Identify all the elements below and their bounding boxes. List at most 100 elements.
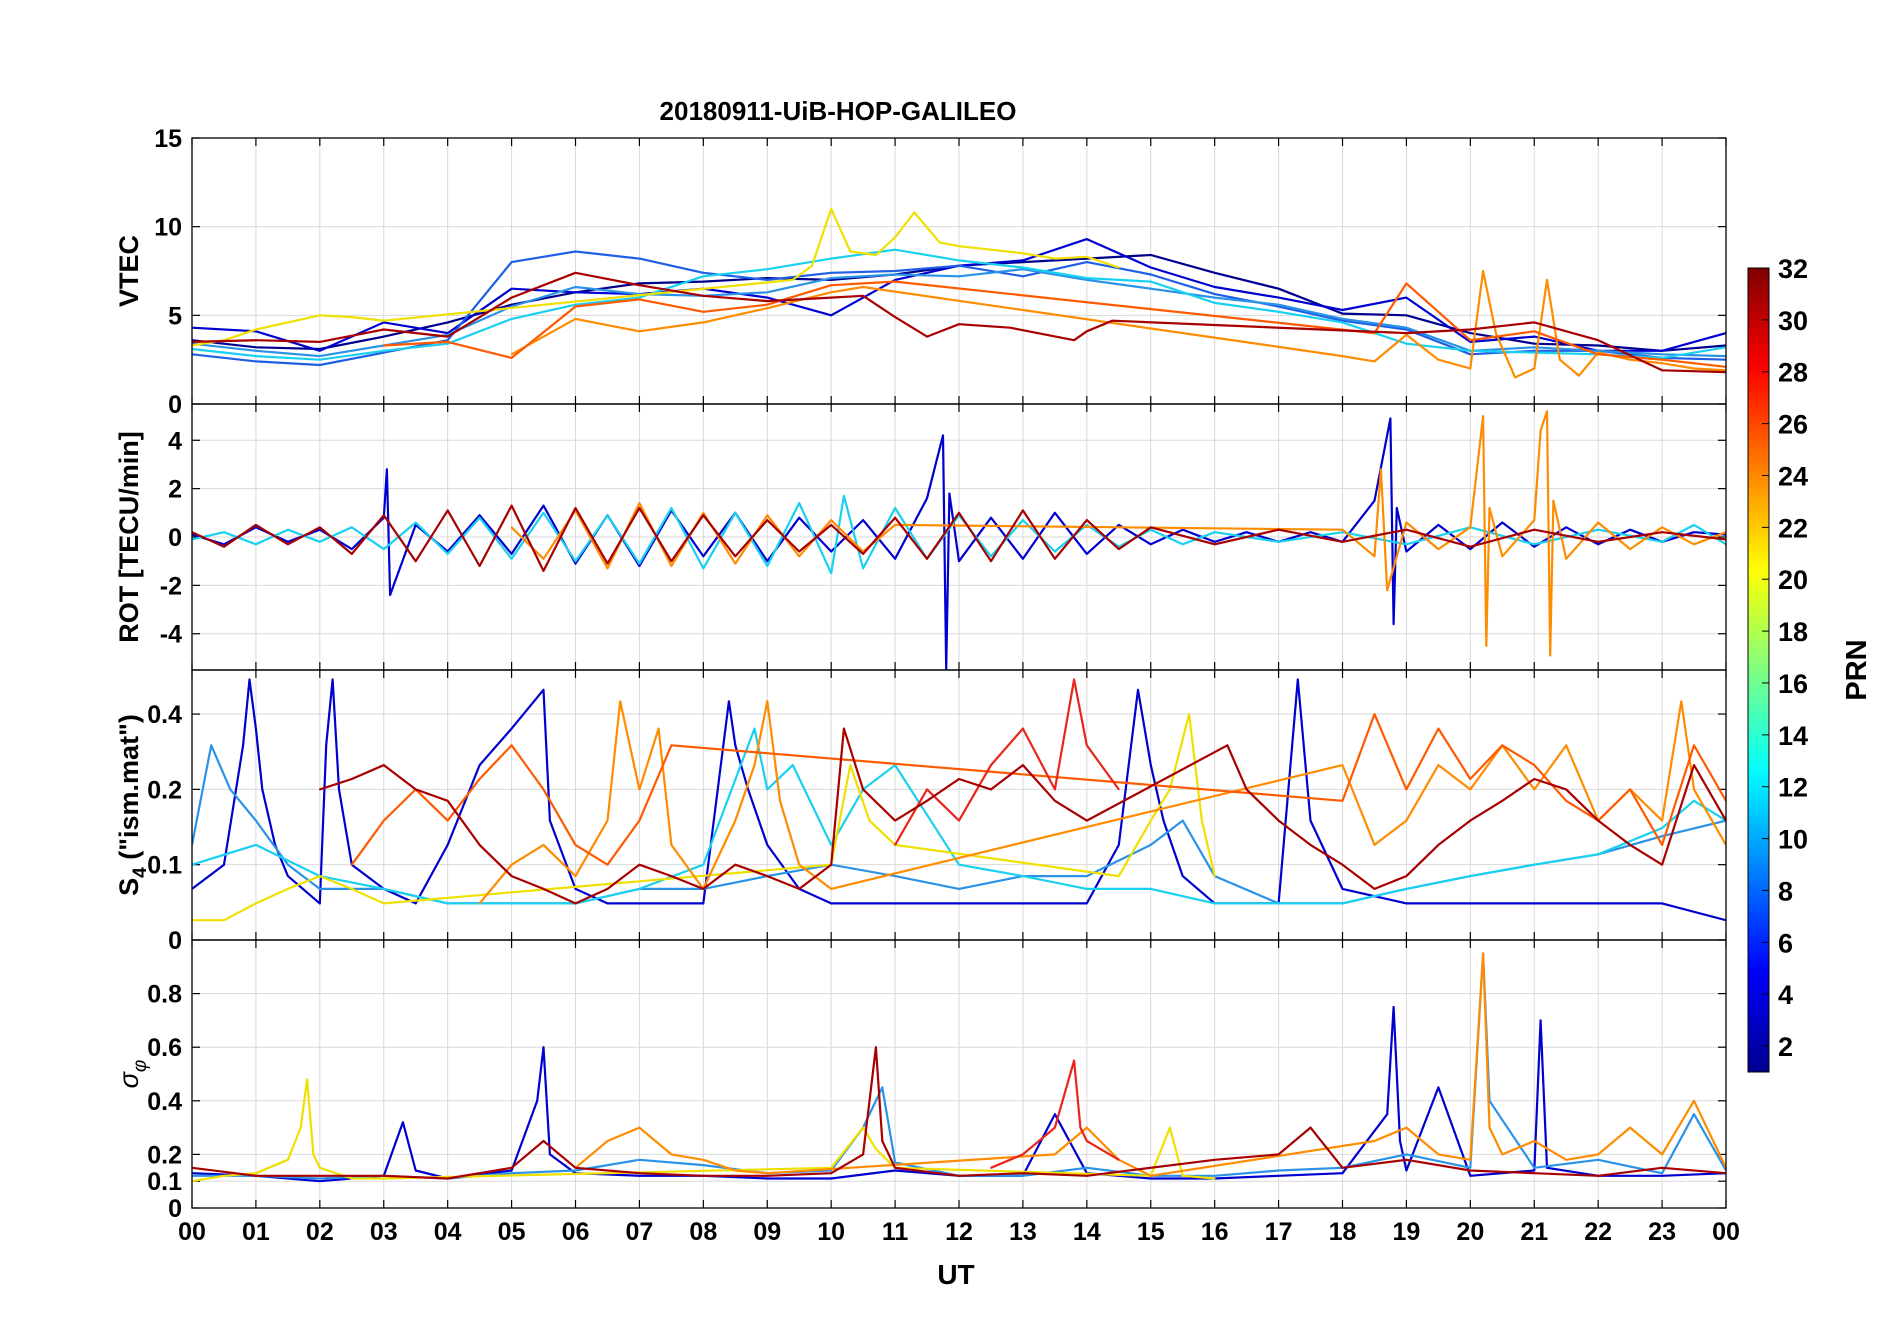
data-point (1169, 788, 1171, 791)
data-point (606, 562, 609, 565)
data-point (542, 569, 545, 572)
data-point (702, 1164, 705, 1167)
x-tick-label: 00 (178, 1218, 206, 1246)
data-point (830, 257, 833, 260)
data-point (1341, 528, 1344, 531)
data-point (926, 557, 928, 560)
data-point (1341, 540, 1344, 543)
data-point (478, 565, 481, 567)
data-point (670, 744, 673, 747)
x-tick-label: 02 (306, 1218, 334, 1246)
data-point (1149, 819, 1152, 822)
data-point (1149, 266, 1152, 269)
data-point (1533, 321, 1536, 324)
data-point (638, 1126, 641, 1129)
data-point (1341, 355, 1344, 358)
data-point (1277, 303, 1280, 306)
data-point (990, 788, 992, 791)
data-point (1661, 1172, 1663, 1175)
data-point (1546, 278, 1548, 281)
data-point (1149, 1177, 1152, 1180)
data-point (542, 1046, 545, 1049)
data-point (574, 875, 577, 878)
data-point (382, 321, 385, 324)
data-point (1213, 1174, 1216, 1177)
data-point (862, 286, 865, 288)
data-point (1437, 1153, 1440, 1156)
data-point (1405, 543, 1408, 546)
data-point (1341, 764, 1344, 767)
data-point (255, 328, 257, 331)
x-tick-label: 03 (370, 1218, 398, 1246)
data-point (1181, 819, 1184, 822)
data-point (1437, 1086, 1440, 1089)
data-point (862, 1126, 865, 1129)
data-point (286, 888, 289, 890)
data-point (811, 264, 813, 267)
data-point (318, 355, 321, 358)
data-point (1437, 764, 1440, 767)
x-tick-label: 21 (1520, 1218, 1548, 1246)
data-point (638, 788, 641, 791)
data-point (728, 700, 730, 703)
data-point (1533, 349, 1536, 352)
colorbar-gradient (1747, 267, 1770, 1073)
data-point (1213, 540, 1216, 543)
data-point (1117, 875, 1120, 878)
x-tick-label: 10 (817, 1218, 845, 1246)
data-point (1693, 367, 1695, 370)
data-point (1373, 888, 1376, 890)
data-point (574, 317, 577, 320)
data-point (229, 788, 232, 791)
data-point (990, 764, 992, 767)
data-point (299, 1126, 302, 1129)
colorbar-label: PRN (1841, 639, 1873, 700)
data-point (1213, 286, 1216, 288)
data-point (318, 788, 321, 791)
data-point (913, 211, 916, 214)
data-point (510, 875, 513, 878)
data-point (549, 1153, 551, 1156)
data-point (1085, 1140, 1088, 1142)
data-point (478, 764, 481, 767)
data-point (766, 1172, 769, 1175)
y-axis-label: VTEC (114, 235, 144, 307)
data-point (318, 358, 321, 361)
data-point (210, 744, 213, 747)
data-point (606, 567, 609, 570)
data-point (248, 678, 251, 681)
x-tick-label: 08 (689, 1218, 717, 1246)
x-axis-tick-labels: 00 01 02 03 04 05 06 07 08 09 10 11 12 13 14 15 16 17 18 19… (178, 1218, 1740, 1246)
data-point (1181, 875, 1184, 878)
data-point (638, 565, 641, 567)
data-point (255, 843, 257, 846)
data-point (1181, 1174, 1184, 1177)
data-point (1405, 819, 1408, 822)
data-point (1085, 238, 1088, 240)
data-point (894, 875, 896, 878)
data-point (414, 521, 417, 524)
data-point (766, 278, 769, 281)
data-point (830, 271, 833, 274)
data-point (638, 257, 641, 260)
data-point (1277, 819, 1280, 822)
data-point (1661, 1174, 1663, 1177)
data-point (1533, 902, 1536, 905)
data-point (389, 594, 392, 596)
data-point (1022, 1172, 1024, 1175)
data-point (926, 799, 928, 802)
data-point (1501, 1153, 1504, 1156)
data-point (1073, 678, 1075, 681)
data-point (798, 863, 801, 866)
data-point (242, 744, 245, 747)
x-tick-label: 22 (1584, 1218, 1612, 1246)
data-point (1341, 312, 1344, 315)
y-tick-label: 0.2 (147, 776, 182, 804)
data-point (1213, 293, 1216, 295)
data-point (1565, 744, 1568, 747)
data-point (350, 526, 353, 529)
data-point (670, 843, 673, 846)
data-point (670, 507, 673, 509)
data-point (478, 778, 481, 780)
data-point (702, 902, 705, 905)
